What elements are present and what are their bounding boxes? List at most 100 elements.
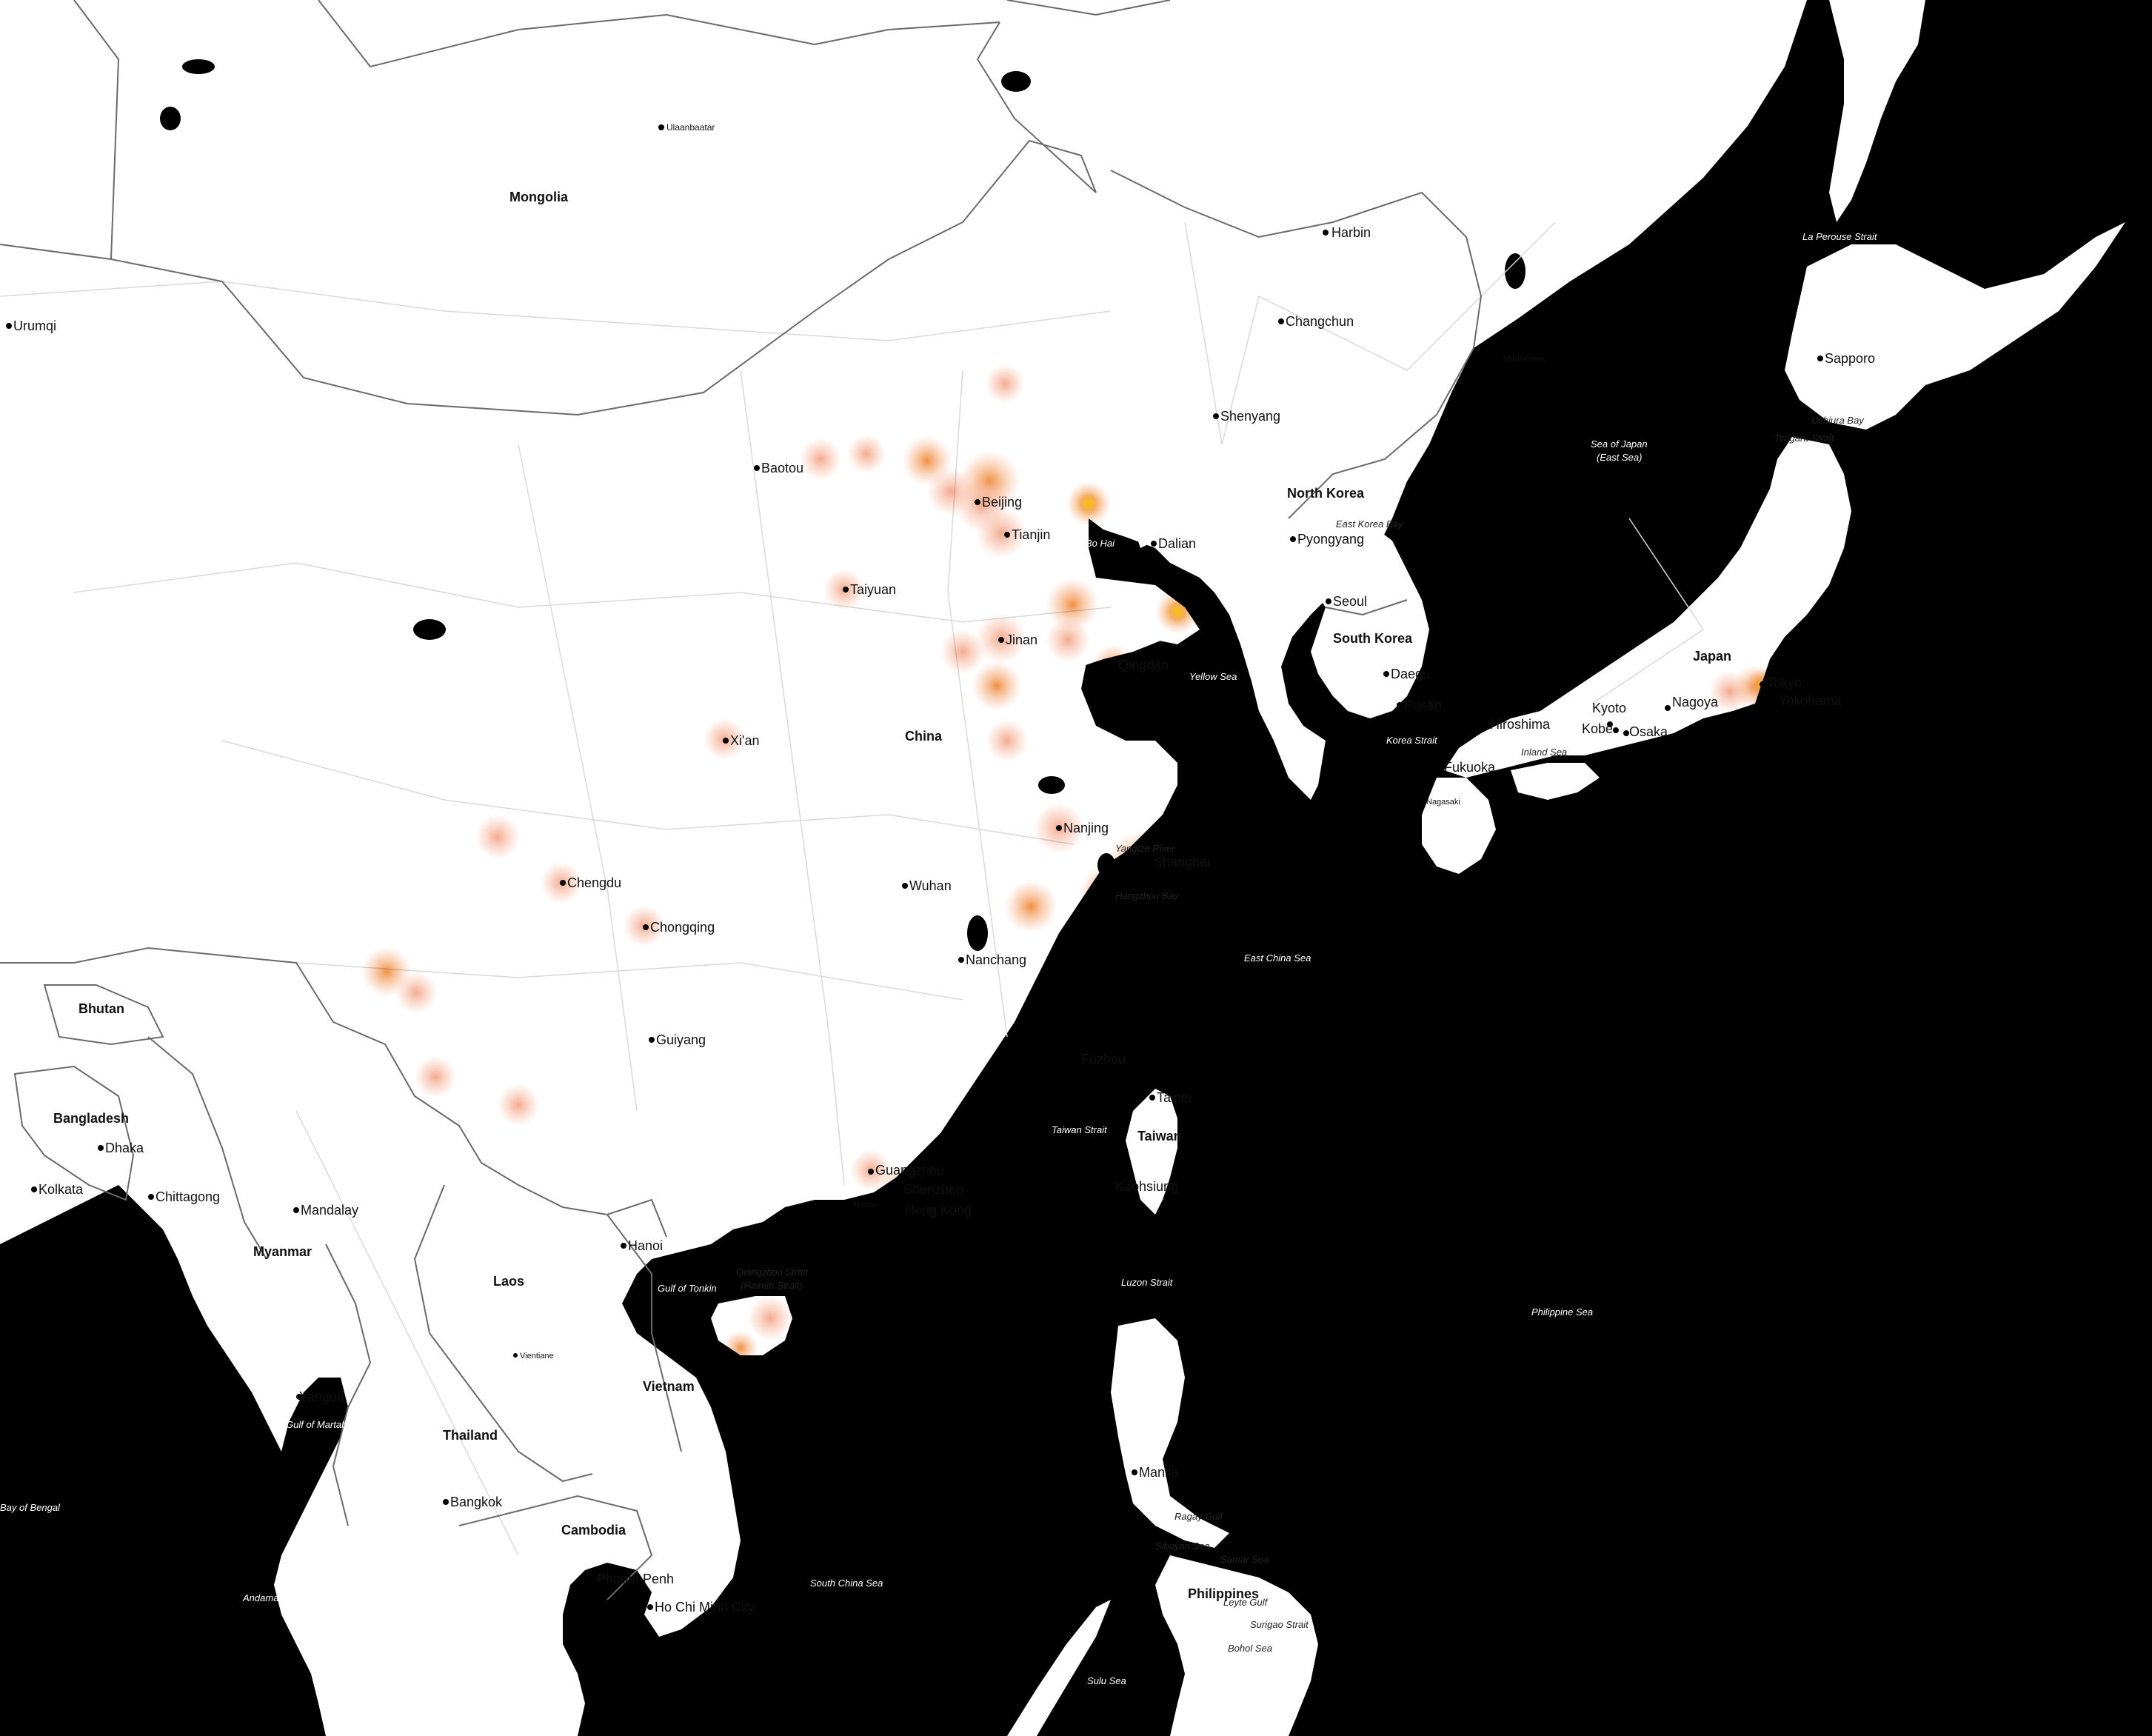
country-label[interactable]: Bhutan <box>78 1001 124 1016</box>
city-label[interactable]: Bangkok <box>450 1495 503 1509</box>
city-label[interactable]: Phnom Penh <box>597 1572 674 1586</box>
sea-label[interactable]: Leyte Gulf <box>1223 1597 1269 1608</box>
country-label[interactable]: South Korea <box>1333 631 1413 646</box>
city-label[interactable]: Hiroshima <box>1490 717 1551 732</box>
sea-label[interactable]: Luzon Strait <box>1121 1277 1174 1288</box>
country-label[interactable]: Thailand <box>443 1428 498 1443</box>
sea-label[interactable]: Bohol Sea <box>1228 1643 1272 1654</box>
city-label[interactable]: Nagoya <box>1672 695 1719 710</box>
city-label[interactable]: Sapporo <box>1825 351 1875 366</box>
city-label[interactable]: Nanjing <box>1063 821 1109 835</box>
city-label[interactable]: Changchun <box>1286 314 1354 329</box>
sea-label[interactable]: Andaman Sea <box>242 1592 304 1603</box>
city-label[interactable]: Ho Chi Minh City <box>655 1600 755 1615</box>
city-label[interactable]: Pyongyang <box>1297 532 1364 547</box>
sea-label[interactable]: Sea of Japan <box>1591 438 1648 450</box>
sea-label[interactable]: La Perouse Strait <box>1802 231 1878 242</box>
city-label[interactable]: Chongqing <box>650 920 715 935</box>
country-label[interactable]: Vietnam <box>643 1379 695 1394</box>
sea-label[interactable]: South China Sea <box>810 1578 883 1589</box>
city-label[interactable]: Vladivostok <box>1503 355 1546 364</box>
city-label[interactable]: Hanoi <box>628 1238 663 1253</box>
sea-label[interactable]: Gulf of Tonkin <box>658 1283 717 1294</box>
city-label[interactable]: Guiyang <box>656 1032 706 1047</box>
city-label[interactable]: Ulaanbaatar <box>666 122 715 133</box>
sea-label[interactable]: Korea Strait <box>1386 735 1438 746</box>
sea-label[interactable]: East Korea Bay <box>1336 518 1404 530</box>
sea-label[interactable]: Philippine Sea <box>1531 1306 1593 1318</box>
country-label[interactable]: North Korea <box>1287 486 1365 501</box>
country-label[interactable]: Myanmar <box>253 1244 312 1259</box>
city-label[interactable]: Shenyang <box>1220 409 1280 424</box>
city-label[interactable]: Taipei <box>1157 1090 1192 1105</box>
city-label[interactable]: Chittagong <box>156 1189 220 1204</box>
sea-label[interactable]: Gulf of Martaban <box>286 1419 358 1430</box>
sea-label[interactable]: Yangtze River <box>1115 843 1175 854</box>
sea-label[interactable]: Surigao Strait <box>1250 1619 1309 1630</box>
sea-label[interactable]: Bay of Bengal <box>0 1502 61 1513</box>
sea-label[interactable]: Ragay Gulf <box>1174 1511 1223 1522</box>
city-label[interactable]: Kolkata <box>39 1182 84 1197</box>
city-label[interactable]: Wuhan <box>909 878 952 893</box>
city-label[interactable]: Nanchang <box>966 952 1026 967</box>
sea-label[interactable]: Hangzhou Bay <box>1115 890 1180 901</box>
sea-label[interactable]: Sibuyan Sea <box>1155 1540 1210 1552</box>
country-label[interactable]: Taiwan <box>1137 1129 1182 1144</box>
city-label[interactable]: Vientiane <box>520 1352 554 1361</box>
country-label[interactable]: Mongolia <box>509 190 569 204</box>
city-label[interactable]: Jinan <box>1006 632 1037 647</box>
city-label[interactable]: Tianjin <box>1012 527 1050 542</box>
city-label[interactable]: Fuzhou <box>1081 1052 1126 1066</box>
city-label[interactable]: Chengdu <box>567 875 621 890</box>
city-label[interactable]: Urumqi <box>13 318 56 333</box>
city-label[interactable]: Fukuoka <box>1444 760 1496 775</box>
country-label[interactable]: Japan <box>1693 649 1731 664</box>
city-label[interactable]: Shanghai <box>1154 855 1210 869</box>
sea-label[interactable]: (Hainan Strait) <box>741 1280 803 1291</box>
city-label[interactable]: Beijing <box>982 495 1022 510</box>
city-label[interactable]: Guangzhou <box>875 1163 944 1178</box>
city-label[interactable]: Baotou <box>761 461 803 475</box>
country-label[interactable]: Bangladesh <box>53 1111 129 1126</box>
country-label[interactable]: Laos <box>493 1274 524 1289</box>
city-label[interactable]: Kyoto <box>1592 701 1626 715</box>
city-label[interactable]: Dhaka <box>105 1141 144 1155</box>
sea-label[interactable]: East China Sea <box>1244 952 1311 964</box>
country-label[interactable]: Philippines <box>1188 1586 1259 1601</box>
city-label[interactable]: Qingdao <box>1118 658 1169 672</box>
city-label[interactable]: Yangon <box>299 1389 344 1404</box>
country-label[interactable]: China <box>905 729 943 744</box>
sea-label[interactable]: (East Sea) <box>1597 452 1642 463</box>
city-label[interactable]: Nagasaki <box>1426 798 1460 807</box>
city-label[interactable]: Pusan <box>1404 698 1442 712</box>
sea-label[interactable]: Bo Hai <box>1086 538 1115 549</box>
city-label[interactable]: Hong Kong <box>905 1203 972 1218</box>
city-label[interactable]: Daegu <box>1391 667 1430 681</box>
city-label[interactable]: Mandalay <box>301 1203 358 1218</box>
sea-label[interactable]: Samar Sea <box>1220 1554 1269 1565</box>
city-label[interactable]: Macau <box>853 1201 878 1209</box>
country-label[interactable]: Cambodia <box>561 1523 626 1538</box>
sea-label[interactable]: Yellow Sea <box>1189 671 1237 682</box>
city-label[interactable]: Kobe <box>1582 721 1613 736</box>
city-label[interactable]: Dalian <box>1158 536 1196 551</box>
city-label[interactable]: Xi'an <box>730 733 759 748</box>
city-label[interactable]: Kaohsiung <box>1115 1179 1178 1194</box>
sea-label[interactable]: Tsugaru Strait <box>1774 433 1835 444</box>
sea-label[interactable]: Sulu Sea <box>1087 1675 1126 1686</box>
city-label[interactable]: Tokyo <box>1767 675 1802 690</box>
city-label[interactable]: Manila <box>1139 1465 1179 1480</box>
city-label[interactable]: Seoul <box>1333 594 1367 609</box>
sea-label[interactable]: Gulf of Thailand <box>456 1637 525 1648</box>
city-label[interactable]: Harbin <box>1331 225 1371 240</box>
sea-label[interactable]: Inland Sea <box>1521 747 1567 758</box>
sea-label[interactable]: Taiwan Strait <box>1052 1124 1108 1135</box>
city-label[interactable]: Yokohama <box>1779 693 1842 708</box>
city-label[interactable]: Shenzhen <box>903 1182 963 1197</box>
city-label[interactable]: Taiyuan <box>850 582 896 597</box>
sea-label[interactable]: Uchiura Bay <box>1811 415 1865 426</box>
city-label[interactable]: Osaka <box>1629 724 1668 739</box>
sea-label[interactable]: Qiongzhou Strait <box>736 1266 809 1278</box>
